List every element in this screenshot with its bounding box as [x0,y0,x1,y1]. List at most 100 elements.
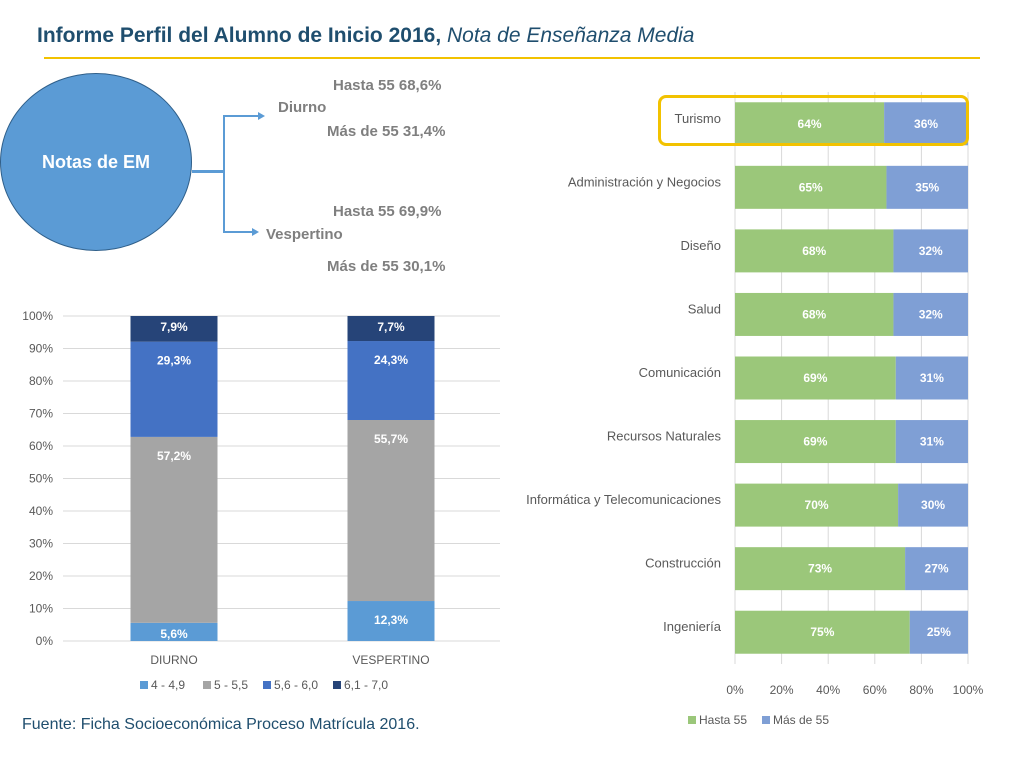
legend-label: 5 - 5,5 [214,678,248,692]
legend-swatch [333,681,341,689]
data-label: 69% [803,435,827,449]
bar-segment [905,547,968,591]
legend-swatch [140,681,148,689]
y-tick-label: 70% [29,407,53,421]
data-label: 35% [915,180,939,194]
data-label: 73% [808,562,832,576]
page-title: Informe Perfil del Alumno de Inicio 2016… [37,24,694,48]
turismo-highlight [658,95,969,146]
bar-segment [130,316,218,342]
bar-segment [895,420,968,464]
y-category-comunicacion: Comunicación [639,365,721,380]
bar-segment [347,341,435,420]
y-category-ingenieria: Ingeniería [663,619,722,634]
data-label: 36% [914,117,938,131]
data-label: 25% [927,625,951,639]
title-main: Informe Perfil del Alumno de Inicio 2016… [37,24,447,47]
source-note: Fuente: Ficha Socioeconómica Proceso Mat… [22,716,420,733]
bar-segment [735,356,896,400]
data-label: 31% [920,435,944,449]
bar-segment [347,420,435,602]
bar-segment [895,356,968,400]
y-category-salud: Salud [688,301,721,316]
data-label: 32% [919,307,943,321]
legend-label: 6,1 - 7,0 [344,678,388,692]
data-label: 27% [925,562,949,576]
x-tick-label: 60% [863,683,887,697]
data-label: 24,3% [374,353,408,367]
title-subtitle: Nota de Enseñanza Media [446,24,695,47]
bar-segment [735,483,899,527]
root-circle: Notas de EM [0,73,192,251]
bar-segment [735,229,894,273]
bar-segment [735,610,910,654]
vespertino-hasta: Hasta 55 69,9% [333,203,442,220]
legend-swatch [263,681,271,689]
bar-segment [893,229,968,273]
diurno-mas: Más de 55 31,4% [327,123,446,140]
y-tick-label: 30% [29,537,53,551]
y-tick-label: 50% [29,472,53,486]
data-label: 30% [921,498,945,512]
data-label: 29,3% [157,354,191,368]
bar-segment [130,436,218,623]
bar-segment [909,610,968,654]
connector-vertical [223,115,225,233]
y-tick-label: 40% [29,504,53,518]
bar-segment [884,102,968,146]
diurno-hasta: Hasta 55 68,6% [333,77,442,94]
bar-segment [886,165,968,209]
connector-stem [192,170,225,173]
bar-segment [735,165,887,209]
legend-label: Hasta 55 [699,713,747,727]
bar-segment [893,292,968,336]
y-category-recursos-naturales: Recursos Naturales [607,429,722,444]
data-label: 32% [919,244,943,258]
data-label: 12,3% [374,613,408,627]
connector-diurno [223,115,259,117]
data-label: 64% [798,117,822,131]
y-tick-label: 90% [29,342,53,356]
vespertino-label: Vespertino [266,226,343,243]
data-label: 75% [810,625,834,639]
y-tick-label: 20% [29,569,53,583]
arrow-diurno-icon [258,112,265,120]
y-tick-label: 80% [29,374,53,388]
title-underline [44,57,980,59]
bar-segment [735,292,894,336]
y-category-diseno: Diseño [681,238,721,253]
x-tick-label: 100% [953,683,984,697]
y-category-construccion: Construcción [645,556,721,571]
horizontal-bar-chart: 0% 20% 40% 60% 80% 100% 64% 36% Turismo 65% 35% Adm… [526,92,984,727]
bar-segment [735,102,885,146]
y-tick-label: 0% [36,634,54,648]
y-category-turismo: Turismo [675,111,721,126]
legend-swatch [762,716,770,724]
x-tick-label: 0% [726,683,744,697]
bar-segment [347,316,435,342]
vespertino-mas: Más de 55 30,1% [327,258,446,275]
data-label: 70% [805,498,829,512]
data-label: 69% [803,371,827,385]
stacked-column-chart: 0% 10% 20% 30% 40% 50% 60% 70% 80% 90% 100% 5,6% 57,… [22,309,500,692]
data-label: 55,7% [374,432,408,446]
diurno-label: Diurno [278,99,327,116]
legend-label: 5,6 - 6,0 [274,678,318,692]
x-category-label: VESPERTINO [352,653,429,667]
legend-swatch [203,681,211,689]
bar-segment [130,341,218,437]
data-label: 7,7% [377,320,405,334]
bar-segment [898,483,968,527]
y-tick-label: 100% [22,309,53,323]
bar-segment [735,547,906,591]
x-tick-label: 40% [816,683,840,697]
bar-segment [735,420,896,464]
y-category-administracion-y-negocios: Administración y Negocios [568,174,722,189]
bar-segment [130,622,218,641]
data-label: 65% [799,180,823,194]
data-label: 31% [920,371,944,385]
x-category-label: DIURNO [150,653,197,667]
data-label: 7,9% [160,320,188,334]
legend-label: Más de 55 [773,713,829,727]
arrow-vespertino-icon [252,228,259,236]
